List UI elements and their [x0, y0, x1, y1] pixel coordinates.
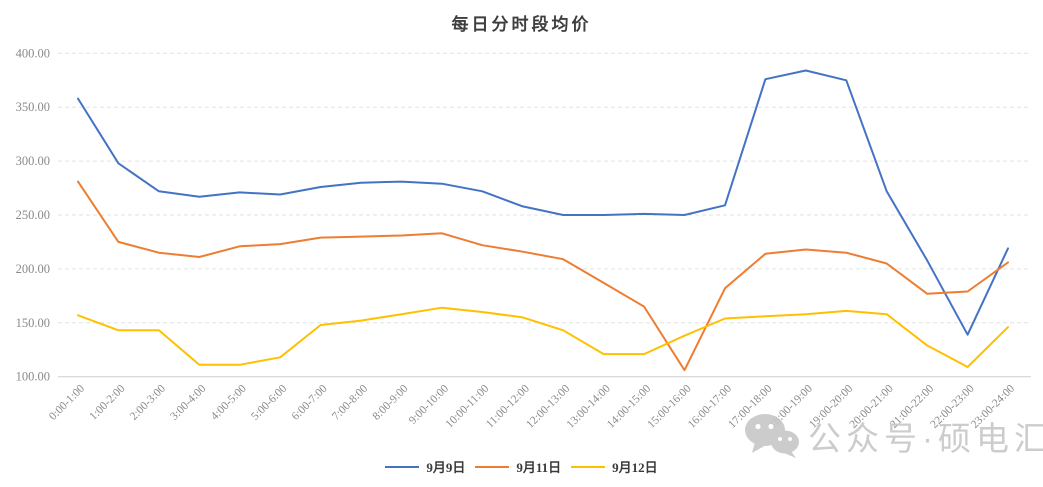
legend: 9月9日 9月11日 9月12日	[0, 457, 1043, 476]
legend-swatch-1	[475, 465, 510, 468]
x-axis-label: 0:00-1:00	[47, 382, 87, 422]
legend-item-1: 9月11日	[475, 457, 561, 476]
watermark-text: 公众号·硕电汇	[808, 420, 1043, 457]
watermark: 公众号·硕电汇	[744, 412, 1043, 460]
x-axis-label: 7:00-8:00	[330, 382, 370, 422]
y-axis-label: 100.00	[16, 370, 50, 384]
x-axis-label: 3:00-4:00	[168, 382, 208, 422]
series-line-1	[77, 180, 1009, 372]
x-axis-label: 5:00-6:00	[249, 382, 289, 422]
x-axis-label: 1:00-2:00	[87, 382, 127, 422]
x-axis-label: 4:00-5:00	[209, 382, 249, 422]
y-axis-label: 250.00	[16, 208, 50, 222]
x-axis-label: 2:00-3:00	[128, 382, 168, 422]
wechat-icon	[745, 414, 799, 458]
legend-item-2: 9月12日	[571, 457, 658, 476]
legend-swatch-0	[385, 465, 420, 468]
series-line-2	[77, 306, 1009, 368]
y-axis-label: 200.00	[16, 262, 50, 276]
chart-title: 每日分时段均价	[451, 15, 592, 34]
x-axis-label: 6:00-7:00	[290, 382, 330, 422]
legend-label-1: 9月11日	[516, 460, 562, 475]
legend-label-2: 9月12日	[612, 460, 658, 475]
legend-label-0: 9月9日	[426, 460, 466, 475]
legend-item-0: 9月9日	[385, 457, 465, 476]
x-axis-label: 8:00-9:00	[370, 382, 410, 422]
y-axis-label: 400.00	[16, 46, 50, 60]
series-line-0	[77, 69, 1009, 336]
y-axis-label: 300.00	[16, 154, 50, 168]
y-axis-label: 150.00	[16, 316, 50, 330]
legend-swatch-2	[571, 465, 606, 468]
y-axis-label: 350.00	[16, 100, 50, 114]
